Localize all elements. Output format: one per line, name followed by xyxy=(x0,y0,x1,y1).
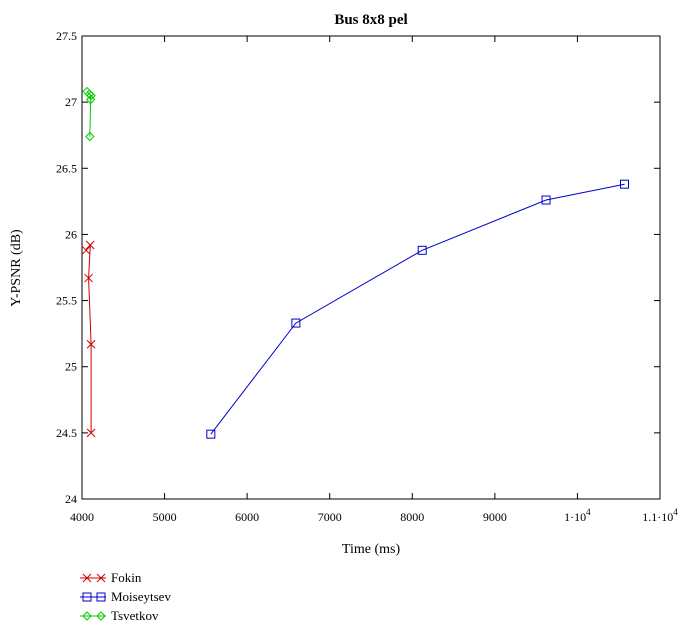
y-tick-label: 26 xyxy=(65,227,77,241)
data-point xyxy=(85,94,96,105)
x-tick-label: 1.1·104 xyxy=(642,507,678,524)
x-tick-label: 7000 xyxy=(318,510,342,524)
legend-item: Moiseytsev xyxy=(80,589,171,604)
y-tick-label: 24.5 xyxy=(56,426,77,440)
legend: Fokin Moiseytsev Tsvetkov xyxy=(80,570,171,623)
series-tsvetkov xyxy=(82,86,96,142)
x-tick-label: 8000 xyxy=(400,510,424,524)
y-tick-label: 27 xyxy=(65,95,77,109)
legend-marker xyxy=(96,592,106,602)
x-axis-label: Time (ms) xyxy=(342,542,401,557)
data-point xyxy=(86,339,96,349)
x-tick-label: 9000 xyxy=(483,510,507,524)
x-tick-label: 6000 xyxy=(235,510,259,524)
legend-item: Tsvetkov xyxy=(80,608,159,623)
series-line xyxy=(210,183,625,435)
y-tick-label: 25.5 xyxy=(56,294,77,308)
legend-marker xyxy=(82,592,92,602)
chart-title: Bus 8x8 pel xyxy=(334,12,407,28)
x-tick-label: 1·104 xyxy=(564,507,591,524)
data-point xyxy=(85,131,95,142)
data-point xyxy=(541,195,551,205)
y-tick-label: 27.5 xyxy=(56,29,77,43)
legend-marker xyxy=(82,573,92,583)
legend-label: Moiseytsev xyxy=(111,589,171,604)
data-point xyxy=(81,245,91,255)
y-tick-label: 26.5 xyxy=(56,161,77,175)
series-moiseytsev xyxy=(206,179,629,439)
y-tick-label: 25 xyxy=(65,360,77,374)
legend-item: Fokin xyxy=(80,570,142,585)
data-point xyxy=(84,273,93,283)
data-point xyxy=(86,90,96,101)
data-point xyxy=(206,429,216,439)
x-tick-label: 4000 xyxy=(70,510,94,524)
data-point xyxy=(619,179,629,189)
data-point xyxy=(417,245,427,255)
legend-marker xyxy=(82,611,92,621)
legend-label: Fokin xyxy=(111,570,142,585)
y-axis-ticks: 24 24.5 25 25.5 26 26.5 27 27.5 xyxy=(56,29,660,506)
data-point xyxy=(291,318,301,328)
series-fokin xyxy=(81,240,96,438)
y-axis-label: Y-PSNR (dB) xyxy=(9,229,24,307)
y-tick-label: 24 xyxy=(65,492,77,506)
x-tick-label: 5000 xyxy=(153,510,177,524)
legend-marker xyxy=(96,611,106,621)
legend-label: Tsvetkov xyxy=(111,608,159,623)
x-axis-ticks: 4000 5000 6000 7000 8000 9000 1·104 1.1·104 xyxy=(70,36,678,524)
series-line xyxy=(85,243,92,433)
data-point xyxy=(85,240,95,250)
series-layer xyxy=(81,86,629,439)
legend-marker xyxy=(96,573,106,583)
data-point xyxy=(86,428,96,438)
plot-frame xyxy=(81,35,661,500)
